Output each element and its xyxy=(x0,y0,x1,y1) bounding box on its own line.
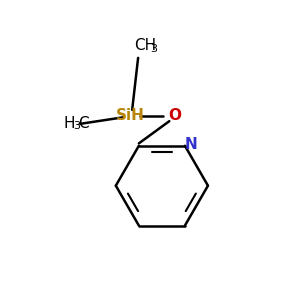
Text: O: O xyxy=(168,108,181,123)
Text: 3: 3 xyxy=(150,44,157,54)
Text: N: N xyxy=(184,137,197,152)
Text: SiH: SiH xyxy=(116,108,145,123)
Text: 3: 3 xyxy=(73,121,80,131)
Text: C: C xyxy=(78,116,89,131)
Text: CH: CH xyxy=(134,38,157,53)
Text: H: H xyxy=(64,116,75,131)
